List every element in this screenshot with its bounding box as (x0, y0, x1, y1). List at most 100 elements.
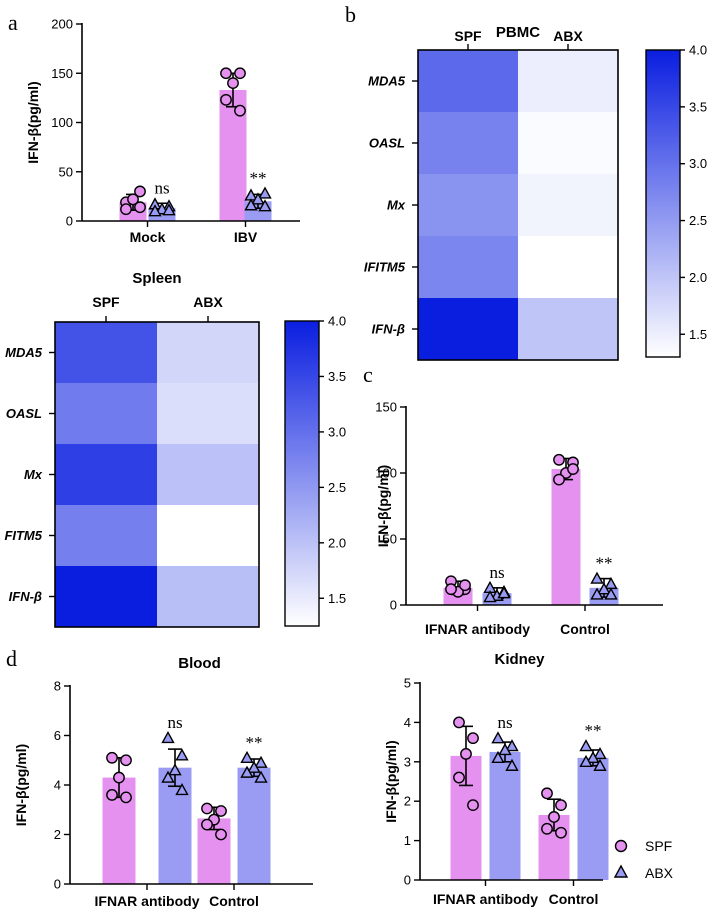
data-point-abx (251, 192, 265, 205)
significance-label: ns (154, 178, 169, 197)
colorbar-tick-label: 1.5 (689, 327, 707, 342)
heatmap-cell (418, 50, 518, 112)
data-point-spf (134, 185, 146, 198)
panel-label-c: c (363, 362, 373, 387)
heatmap-column-label: SPF (454, 28, 482, 44)
heatmap-cell (518, 174, 618, 236)
data-point-abx (483, 590, 497, 603)
data-point-abx (161, 770, 175, 783)
heatmap-row-label: MDA5 (5, 345, 43, 360)
y-axis-label: IFN-β(pg/ml) (25, 81, 41, 163)
data-point-abx (579, 739, 593, 752)
data-point-spf (453, 771, 465, 784)
colorbar-tick-label: 2.5 (689, 213, 707, 228)
heatmap-cell (55, 566, 157, 627)
data-point-abx (586, 750, 600, 764)
bar-abx-1 (577, 757, 609, 880)
heatmap-cell (518, 298, 618, 360)
legend: SPF ABX (613, 838, 674, 881)
data-point-abx (244, 198, 258, 211)
significance-label: ns (497, 713, 512, 732)
data-point-abx (604, 587, 618, 600)
heatmap-row-label: IFITM5 (364, 260, 406, 275)
heatmap-spleen: Spleen SPF ABX MDA5 OASL Mx FITM5 IFN-β 4.0 3.5 3.… (4, 270, 346, 628)
data-point-spf (220, 67, 232, 80)
colorbar-tick-label: 2.0 (689, 270, 707, 285)
y-tick-label: 0 (66, 214, 73, 229)
data-point-spf (134, 201, 146, 214)
data-point-abx (604, 576, 618, 590)
x-category-label: IFNAR antibody (433, 891, 538, 907)
data-point-abx (148, 204, 162, 217)
heatmap-cell (418, 298, 518, 360)
heatmap-colorbar (284, 320, 320, 627)
data-point-spf (227, 77, 239, 90)
colorbar-tick-label: 1.5 (328, 591, 346, 606)
chart-title: Kidney (494, 651, 545, 668)
panel-label-b: b (345, 2, 356, 27)
x-category-label: Control (560, 621, 610, 637)
colorbar-tick-label: 3.0 (689, 156, 707, 171)
colorbar-tick-label: 2.0 (328, 535, 346, 550)
heatmap-cell (518, 236, 618, 298)
y-tick-label: 4 (404, 715, 411, 730)
y-tick-label: 0 (390, 598, 397, 613)
data-point-abx (175, 748, 189, 761)
x-category-label: Mock (130, 229, 166, 245)
heatmap-title: Spleen (132, 270, 181, 287)
colorbar-tick-label: 4.0 (328, 314, 346, 329)
heatmap-cell (157, 566, 259, 627)
heatmap-frame (54, 321, 260, 628)
data-point-abx (497, 586, 511, 599)
significance-label: ns (167, 713, 182, 732)
data-point-abx (505, 739, 519, 752)
data-point-spf (541, 787, 553, 800)
heatmap-cell (157, 322, 259, 383)
data-point-abx (258, 199, 272, 212)
y-tick-label: 8 (54, 679, 61, 694)
significance-label: ** (246, 733, 263, 752)
y-tick-label: 50 (383, 532, 397, 547)
legend-abx-label: ABX (645, 865, 674, 881)
data-point-abx (247, 760, 261, 773)
data-point-spf (567, 463, 579, 475)
data-point-spf (467, 799, 479, 812)
bar-abx-1 (237, 767, 271, 884)
data-point-spf (553, 473, 565, 486)
data-point-spf (201, 818, 213, 831)
heatmap-row-label: Mx (24, 467, 43, 482)
y-tick-label: 150 (51, 66, 73, 81)
y-tick-label: 6 (54, 728, 61, 743)
y-tick-label: 4 (54, 778, 61, 793)
heatmap-pbmc: PBMC SPF ABX MDA5 OASL Mx IFITM5 IFN-β 4.0 3.5 3.0… (364, 24, 707, 361)
legend-spf-marker (614, 839, 628, 853)
heatmap-cell (55, 322, 157, 383)
chart-blood: ns ** 0 2 4 6 8 IFNAR antibody Control IFN-β(pg/m… (13, 655, 313, 909)
data-point-abx (175, 782, 189, 796)
data-point-abx (254, 770, 268, 783)
data-point-abx (590, 571, 604, 584)
data-point-spf (541, 822, 553, 835)
data-point-abx (491, 750, 505, 764)
data-point-abx (240, 765, 254, 778)
data-point-abx (162, 203, 176, 216)
x-category-label: IFNAR antibody (425, 621, 530, 637)
data-point-spf (234, 104, 246, 117)
chart-mock-ibv: ns ** 0 50 100 150 200 Mock IBV IFN-β(pg/ml) (25, 17, 300, 245)
x-category-label: Control (549, 891, 599, 907)
heatmap-cell (157, 505, 259, 566)
y-axis-label: IFN-β(pg/ml) (13, 744, 29, 826)
data-point-spf (120, 791, 132, 804)
heatmap-cell (418, 112, 518, 174)
panel-label-a: a (8, 10, 18, 35)
chart-kidney: ns ** 0 1 2 3 4 5 IFNAR antibody Control IFN-β(pg/… (383, 651, 609, 907)
bar-spf-1 (551, 469, 581, 605)
colorbar-tick-label: 3.5 (328, 369, 346, 384)
heatmap-colorbar (645, 49, 681, 358)
heatmap-row-label: OASL (369, 136, 405, 151)
y-tick-label: 3 (404, 754, 411, 769)
y-tick-label: 2 (404, 794, 411, 809)
y-axis-label: IFN-β(pg/ml) (375, 465, 391, 547)
data-point-spf (215, 805, 227, 817)
y-tick-label: 100 (375, 466, 397, 481)
